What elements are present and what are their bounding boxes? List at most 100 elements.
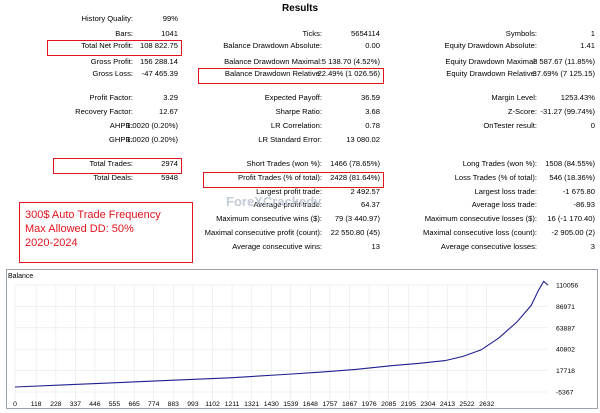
x-tick-label: 1757 — [322, 401, 337, 408]
stat-value: 37.69% (7 125.15) — [532, 69, 595, 78]
x-tick-label: 2085 — [381, 401, 396, 408]
stat-value: 3.68 — [365, 107, 380, 116]
x-tick-label: 555 — [109, 401, 121, 408]
note-line-3: 2020-2024 — [25, 237, 78, 249]
y-tick-label: -5367 — [556, 390, 574, 397]
stat-value: 13 — [371, 242, 380, 251]
stat-label: Total Trades: — [89, 159, 133, 168]
stat-label: Largest loss trade: — [474, 187, 537, 196]
stat-value: 12.67 — [158, 107, 178, 116]
x-tick-label: 337 — [70, 401, 82, 408]
stat-label: Gross Loss: — [92, 69, 133, 78]
x-tick-label: 1102 — [205, 401, 220, 408]
stat-label: Symbols: — [505, 29, 537, 38]
x-tick-label: 1976 — [362, 401, 377, 408]
stat-value: 1.41 — [580, 41, 595, 50]
x-tick-label: 446 — [89, 401, 101, 408]
x-tick-label: 1648 — [303, 401, 318, 408]
stat-value: 2974 — [161, 159, 178, 168]
stat-value: 0.00 — [365, 41, 380, 50]
stat-value: 546 (18.36%) — [549, 173, 595, 182]
x-tick-label: 118 — [31, 401, 42, 408]
stat-label: Total Net Profit: — [81, 41, 133, 50]
stat-value: 5654114 — [351, 29, 380, 38]
highlight-profit-trades — [203, 172, 384, 188]
stat-label: History Quality: — [81, 14, 133, 23]
stat-label: Average profit trade: — [253, 200, 322, 209]
stat-label: LR Standard Error: — [258, 135, 322, 144]
x-tick-label: 774 — [148, 401, 160, 408]
x-tick-label: 883 — [168, 401, 180, 408]
stat-label: Margin Level: — [491, 93, 537, 102]
stat-value: 0.78 — [365, 121, 380, 130]
note-line-2: Max Allowed DD: 50% — [25, 223, 134, 235]
stat-label: LR Correlation: — [270, 121, 322, 130]
balance-chart — [6, 269, 598, 409]
y-tick-label: 110056 — [556, 283, 578, 290]
stat-value: 64.37 — [360, 200, 380, 209]
x-tick-label: 2413 — [440, 401, 455, 408]
stat-value: 2428 (81.64%) — [330, 173, 380, 182]
x-tick-label: 2522 — [459, 401, 474, 408]
y-tick-label: 63887 — [556, 325, 575, 332]
stat-label: Average consecutive wins: — [232, 242, 322, 251]
stat-label: Equity Drawdown Absolute: — [444, 41, 537, 50]
stat-label: OnTester result: — [483, 121, 537, 130]
stat-value: 3.29 — [163, 93, 178, 102]
x-tick-label: 1867 — [342, 401, 357, 408]
x-tick-label: 993 — [187, 401, 199, 408]
stat-label: Maximum consecutive wins ($): — [216, 214, 322, 223]
stat-value: 2 492.57 — [350, 187, 380, 196]
stat-label: Recovery Factor: — [75, 107, 133, 116]
stat-value: 22 550.80 (45) — [330, 228, 380, 237]
stat-value: 5 138.70 (4.52%) — [321, 57, 380, 66]
stat-label: Average consecutive losses: — [440, 242, 537, 251]
stat-value: 8 587.67 (11.85%) — [533, 57, 595, 66]
stat-value: 1 — [590, 29, 595, 38]
chart-title: Balance — [8, 273, 34, 280]
stat-value: -31.27 (99.74%) — [540, 107, 595, 116]
stat-label: Expected Payoff: — [264, 93, 322, 102]
x-tick-label: 2632 — [479, 401, 494, 408]
stat-value: -47 465.39 — [141, 69, 178, 78]
stat-value: -86.93 — [573, 200, 595, 209]
stat-label: Bars: — [115, 29, 133, 38]
stat-label: Loss Trades (% of total): — [454, 173, 537, 182]
stat-value: 99% — [162, 14, 178, 23]
highlight-total-trades — [53, 158, 182, 174]
stat-label: Equity Drawdown Relative: — [446, 69, 537, 78]
stat-label: Equity Drawdown Maximal: — [445, 57, 537, 66]
stat-label: Z-Score: — [507, 107, 537, 116]
stat-value: 0 — [590, 121, 595, 130]
stat-value: 3 — [590, 242, 595, 251]
x-tick-label: 1430 — [264, 401, 279, 408]
y-tick-label: 40802 — [556, 347, 575, 354]
stat-value: 79 (3 440.97) — [334, 214, 380, 223]
highlight-balance-dd-relative — [198, 68, 384, 84]
stat-label: Maximal consecutive profit (count): — [204, 228, 322, 237]
x-tick-label: 2195 — [401, 401, 416, 408]
stat-label: Average loss trade: — [471, 200, 537, 209]
stat-value: 22.49% (1 026.56) — [317, 69, 380, 78]
stat-label: Short Trades (won %): — [246, 159, 322, 168]
stat-label: Maximum consecutive losses ($): — [424, 214, 537, 223]
stat-label: Profit Factor: — [89, 93, 133, 102]
stat-value: 13 080.02 — [346, 135, 380, 144]
note-line-1: 300$ Auto Trade Frequency — [25, 209, 161, 221]
stat-label: Long Trades (won %): — [462, 159, 537, 168]
stat-value: 1466 (78.65%) — [330, 159, 380, 168]
x-tick-label: 1321 — [244, 401, 259, 408]
stat-label: Profit Trades (% of total): — [238, 173, 322, 182]
stat-value: 16 (-1 170.40) — [547, 214, 595, 223]
highlight-net-profit — [47, 40, 182, 56]
stat-value: 36.59 — [360, 93, 380, 102]
stat-value: 1.0020 (0.20%) — [126, 121, 178, 130]
x-tick-label: 2304 — [420, 401, 435, 408]
stat-value: 156 288.14 — [139, 57, 178, 66]
x-tick-label: 1211 — [225, 401, 240, 408]
stat-value: 1041 — [161, 29, 178, 38]
stat-label: Balance Drawdown Maximal: — [224, 57, 322, 66]
stat-label: Balance Drawdown Absolute: — [223, 41, 322, 50]
stat-label: Total Deals: — [93, 173, 133, 182]
